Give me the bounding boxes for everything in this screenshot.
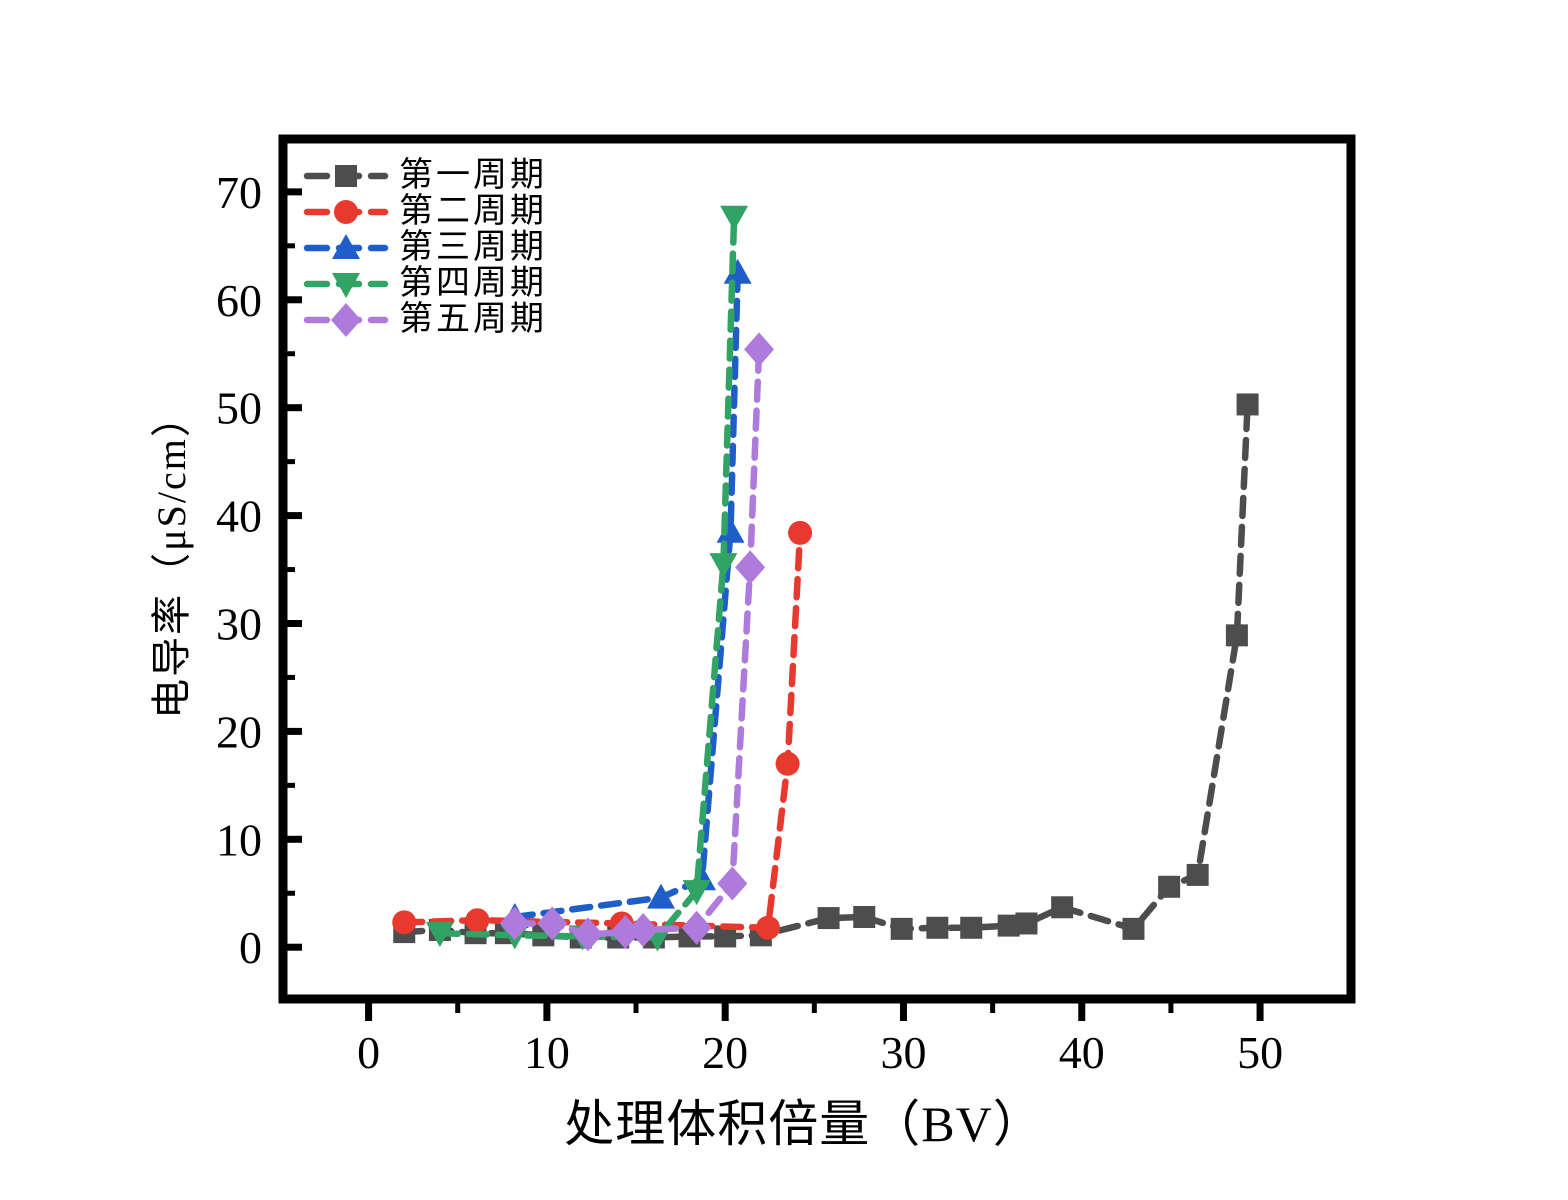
triangle-up-marker (332, 234, 360, 259)
legend-item-cycle-5: 第五周期 (303, 302, 547, 338)
y-tick-label: 50 (216, 383, 262, 434)
legend-label: 第四周期 (399, 265, 547, 302)
square-marker (890, 917, 913, 940)
triangle-up-marker (716, 517, 745, 543)
square-marker (1051, 896, 1074, 919)
circle-marker (788, 520, 813, 545)
circle-marker (465, 908, 490, 933)
diamond-marker (572, 917, 603, 952)
diamond-marker (499, 906, 530, 941)
legend-item-cycle-2: 第二周期 (303, 194, 547, 230)
square-marker (853, 905, 876, 928)
triangle-up-marker (723, 258, 752, 284)
legend-item-cycle-3: 第三周期 (303, 230, 547, 266)
square-legend-icon (303, 165, 389, 187)
triangle-down-marker (720, 205, 749, 231)
triangle-down-marker (682, 880, 711, 906)
circle-marker (775, 751, 800, 776)
circle-marker (755, 915, 780, 940)
square-marker (1158, 875, 1181, 898)
x-tick-label: 10 (524, 1027, 570, 1078)
y-tick-label: 0 (239, 922, 262, 973)
series-cycle-1 (393, 393, 1259, 949)
series-line (400, 401, 1251, 941)
y-tick-label: 10 (216, 814, 262, 865)
square-marker (1122, 917, 1145, 940)
series-cycle-3 (500, 258, 752, 928)
x-tick-label: 20 (702, 1027, 748, 1078)
legend-label: 第一周期 (399, 157, 547, 194)
series-line (511, 346, 763, 938)
diamond-marker (628, 912, 659, 947)
y-tick-label: 70 (216, 167, 262, 218)
y-tick-label: 60 (216, 275, 262, 326)
triangle-up-marker (646, 883, 675, 909)
square-marker (926, 916, 949, 939)
square-marker (1015, 912, 1038, 935)
legend-label: 第二周期 (399, 193, 547, 230)
diamond-marker (681, 910, 712, 945)
circle-legend-icon (303, 200, 389, 224)
y-axis-label: 电导率（μS/cm） (149, 395, 194, 719)
circle-marker (334, 200, 358, 224)
legend-label: 第五周期 (399, 301, 547, 338)
legend-item-cycle-4: 第四周期 (303, 266, 547, 302)
triangle-down-marker (425, 922, 454, 948)
legend-item-cycle-1: 第一周期 (303, 158, 547, 194)
y-tick-label: 40 (216, 491, 262, 542)
x-tick-label: 40 (1059, 1027, 1105, 1078)
triangle-up-legend-icon (303, 234, 389, 259)
y-tick-label: 30 (216, 598, 262, 649)
diamond-legend-icon (303, 303, 389, 337)
legend-label: 第三周期 (399, 229, 547, 266)
triangle-down-legend-icon (303, 273, 389, 298)
triangle-down-marker (332, 273, 360, 298)
diamond-marker (331, 303, 361, 337)
square-marker (1225, 624, 1248, 647)
diamond-marker (735, 550, 766, 585)
square-marker (1186, 863, 1209, 886)
diamond-marker (744, 332, 775, 367)
legend: 第一周期 第二周期 第三周期 第四周期 第五周期 (303, 158, 547, 338)
x-tick-label: 0 (357, 1027, 380, 1078)
circle-marker (392, 910, 417, 935)
x-axis-label: 处理体积倍量（BV） (564, 1096, 1044, 1152)
square-marker (335, 165, 357, 187)
triangle-down-marker (709, 553, 738, 579)
series-cycle-5 (499, 332, 775, 952)
square-marker (1236, 393, 1259, 416)
square-marker (960, 916, 983, 939)
y-tick-label: 20 (216, 706, 262, 757)
square-marker (997, 914, 1020, 937)
x-tick-label: 50 (1237, 1027, 1283, 1078)
square-marker (714, 925, 737, 948)
plot-frame (278, 134, 1356, 1004)
diamond-marker (717, 866, 748, 901)
square-marker (817, 907, 840, 930)
diamond-marker (537, 906, 568, 941)
x-tick-label: 30 (880, 1027, 926, 1078)
diamond-marker (610, 915, 641, 950)
